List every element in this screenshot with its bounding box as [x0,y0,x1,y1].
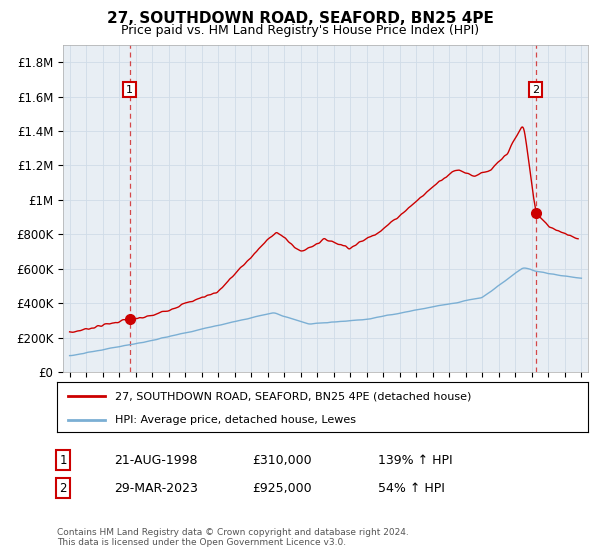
Text: 1: 1 [59,454,67,467]
Text: 27, SOUTHDOWN ROAD, SEAFORD, BN25 4PE (detached house): 27, SOUTHDOWN ROAD, SEAFORD, BN25 4PE (d… [115,391,472,401]
Text: 27, SOUTHDOWN ROAD, SEAFORD, BN25 4PE: 27, SOUTHDOWN ROAD, SEAFORD, BN25 4PE [107,11,493,26]
Text: 21-AUG-1998: 21-AUG-1998 [114,454,197,467]
Text: 139% ↑ HPI: 139% ↑ HPI [378,454,452,467]
Text: Price paid vs. HM Land Registry's House Price Index (HPI): Price paid vs. HM Land Registry's House … [121,24,479,36]
Text: 54% ↑ HPI: 54% ↑ HPI [378,482,445,495]
Text: 2: 2 [532,85,539,95]
Text: Contains HM Land Registry data © Crown copyright and database right 2024.
This d: Contains HM Land Registry data © Crown c… [57,528,409,547]
Text: £310,000: £310,000 [252,454,311,467]
Text: HPI: Average price, detached house, Lewes: HPI: Average price, detached house, Lewe… [115,415,356,424]
Text: 1: 1 [126,85,133,95]
Text: 29-MAR-2023: 29-MAR-2023 [114,482,198,495]
Text: 2: 2 [59,482,67,495]
Text: £925,000: £925,000 [252,482,311,495]
